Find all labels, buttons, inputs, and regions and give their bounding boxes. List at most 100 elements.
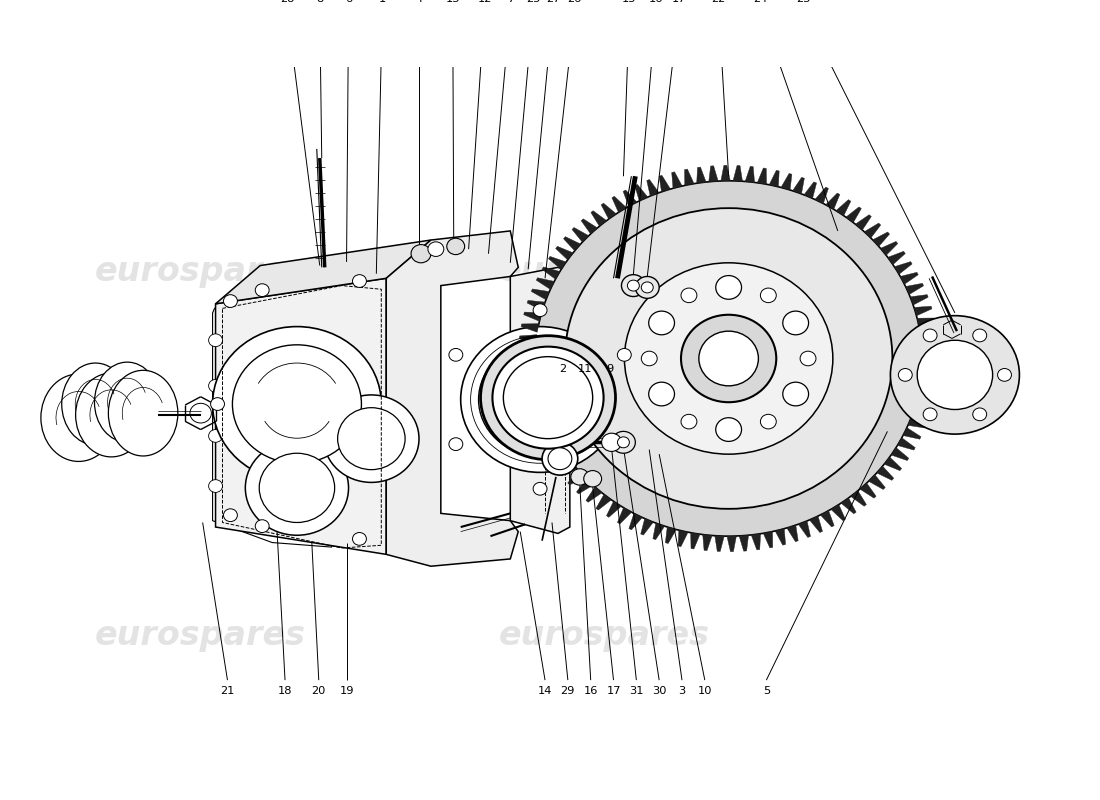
Circle shape bbox=[535, 181, 922, 536]
Ellipse shape bbox=[62, 363, 129, 445]
Circle shape bbox=[210, 398, 224, 410]
Polygon shape bbox=[720, 166, 730, 181]
Polygon shape bbox=[830, 505, 846, 521]
Circle shape bbox=[447, 238, 464, 254]
Polygon shape bbox=[763, 531, 772, 548]
Ellipse shape bbox=[76, 373, 147, 457]
Polygon shape bbox=[799, 521, 811, 538]
Circle shape bbox=[649, 311, 674, 334]
Polygon shape bbox=[917, 318, 935, 326]
Polygon shape bbox=[842, 498, 856, 514]
Polygon shape bbox=[529, 412, 547, 422]
Polygon shape bbox=[898, 438, 915, 450]
Text: 5: 5 bbox=[762, 686, 770, 696]
Ellipse shape bbox=[109, 370, 178, 456]
Text: 10: 10 bbox=[697, 686, 712, 696]
Circle shape bbox=[917, 340, 992, 410]
Circle shape bbox=[641, 351, 657, 366]
Polygon shape bbox=[905, 283, 924, 294]
Text: 15: 15 bbox=[623, 0, 637, 3]
Polygon shape bbox=[606, 502, 621, 518]
Circle shape bbox=[565, 208, 892, 509]
Circle shape bbox=[534, 304, 547, 317]
Circle shape bbox=[223, 294, 238, 307]
Circle shape bbox=[209, 430, 222, 442]
Circle shape bbox=[760, 288, 777, 302]
Circle shape bbox=[209, 379, 222, 392]
Polygon shape bbox=[659, 175, 670, 192]
Circle shape bbox=[411, 245, 431, 263]
Text: 26: 26 bbox=[568, 0, 582, 3]
Circle shape bbox=[972, 408, 987, 421]
Polygon shape bbox=[691, 533, 700, 549]
Circle shape bbox=[716, 418, 741, 442]
Text: eurospares: eurospares bbox=[499, 619, 711, 652]
Circle shape bbox=[890, 316, 1020, 434]
Circle shape bbox=[449, 349, 463, 362]
Polygon shape bbox=[629, 514, 642, 530]
Polygon shape bbox=[776, 529, 785, 545]
Text: eurospares: eurospares bbox=[499, 254, 711, 287]
Circle shape bbox=[800, 351, 816, 366]
Polygon shape bbox=[884, 457, 902, 470]
Circle shape bbox=[461, 326, 619, 472]
Circle shape bbox=[783, 311, 808, 334]
Circle shape bbox=[232, 345, 362, 463]
Polygon shape bbox=[549, 257, 566, 270]
Circle shape bbox=[255, 520, 270, 533]
Circle shape bbox=[255, 284, 270, 297]
Polygon shape bbox=[635, 185, 648, 201]
Polygon shape bbox=[826, 193, 839, 210]
Polygon shape bbox=[524, 312, 541, 322]
Polygon shape bbox=[891, 447, 909, 461]
Polygon shape bbox=[216, 278, 386, 554]
Polygon shape bbox=[821, 510, 834, 527]
Polygon shape bbox=[518, 357, 536, 366]
Polygon shape bbox=[920, 329, 937, 338]
Text: 12: 12 bbox=[477, 0, 492, 3]
Polygon shape bbox=[733, 166, 742, 182]
Polygon shape bbox=[872, 232, 890, 246]
Polygon shape bbox=[715, 536, 724, 551]
Circle shape bbox=[617, 438, 631, 450]
Polygon shape bbox=[914, 306, 932, 316]
Polygon shape bbox=[908, 418, 926, 428]
Ellipse shape bbox=[95, 362, 160, 442]
Polygon shape bbox=[678, 530, 689, 546]
Text: 6: 6 bbox=[345, 0, 352, 3]
Circle shape bbox=[681, 314, 777, 402]
Circle shape bbox=[504, 357, 593, 438]
Text: 17: 17 bbox=[606, 686, 620, 696]
Polygon shape bbox=[894, 262, 912, 274]
Polygon shape bbox=[653, 523, 664, 540]
Text: 11: 11 bbox=[578, 365, 592, 374]
Polygon shape bbox=[617, 508, 631, 524]
Polygon shape bbox=[666, 527, 676, 543]
Polygon shape bbox=[520, 379, 538, 388]
Circle shape bbox=[972, 329, 987, 342]
Circle shape bbox=[625, 263, 833, 454]
Circle shape bbox=[212, 326, 382, 482]
Text: 7: 7 bbox=[507, 0, 514, 3]
Polygon shape bbox=[612, 196, 626, 213]
Polygon shape bbox=[922, 362, 939, 371]
Polygon shape bbox=[912, 406, 931, 417]
Polygon shape bbox=[696, 167, 706, 183]
Polygon shape bbox=[568, 470, 584, 485]
Polygon shape bbox=[576, 479, 593, 494]
Text: 25: 25 bbox=[526, 0, 540, 3]
Circle shape bbox=[534, 482, 547, 495]
Polygon shape bbox=[918, 385, 936, 394]
Polygon shape bbox=[888, 251, 905, 265]
Polygon shape bbox=[769, 170, 779, 186]
Circle shape bbox=[542, 442, 578, 475]
Text: 9: 9 bbox=[606, 365, 613, 374]
Text: 24: 24 bbox=[754, 0, 768, 3]
Text: 22: 22 bbox=[712, 0, 726, 3]
Circle shape bbox=[209, 480, 222, 493]
Polygon shape bbox=[601, 203, 616, 219]
Polygon shape bbox=[546, 442, 563, 455]
Polygon shape bbox=[640, 518, 653, 535]
Circle shape bbox=[698, 331, 758, 386]
Circle shape bbox=[352, 274, 366, 287]
